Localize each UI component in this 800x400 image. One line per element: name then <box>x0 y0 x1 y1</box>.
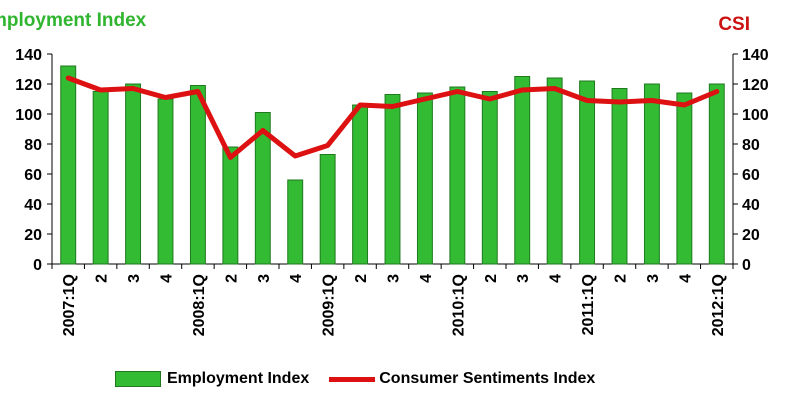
bar-employment-index <box>287 179 304 265</box>
bar-employment-index <box>643 83 660 265</box>
right-tick-label: 60 <box>742 167 760 184</box>
bar-employment-index <box>319 154 336 265</box>
x-category-label: 4 <box>548 274 565 283</box>
x-category-label: 4 <box>677 274 694 283</box>
legend: Employment Index Consumer Sentiments Ind… <box>115 368 615 390</box>
x-category-label: 3 <box>645 274 662 283</box>
bar-employment-index <box>60 65 77 265</box>
bar-employment-index <box>676 92 693 265</box>
legend-swatch-bar <box>115 371 161 387</box>
left-tick-label: 20 <box>24 227 42 244</box>
left-tick-label: 120 <box>15 77 42 94</box>
legend-label-bars: Employment Index <box>167 370 310 387</box>
line-consumer-sentiments-index <box>65 75 720 160</box>
legend-label-line: Consumer Sentiments Index <box>379 370 596 387</box>
left-tick-label: 0 <box>33 257 42 274</box>
x-category-label: 3 <box>515 274 532 283</box>
x-category-label: 2 <box>353 274 370 283</box>
left-tick-label: 80 <box>24 137 42 154</box>
right-tick-label: 20 <box>742 227 760 244</box>
right-axis-title: CSI <box>718 14 750 35</box>
bar-employment-index <box>579 80 596 265</box>
bar-employment-index <box>157 98 174 265</box>
x-category-label: 2 <box>94 274 111 283</box>
right-tick-label: 100 <box>742 107 769 124</box>
x-category-label: 2010:1Q <box>450 274 467 336</box>
left-tick-label: 40 <box>24 197 42 214</box>
bar-employment-index <box>189 85 206 265</box>
bar-employment-index <box>514 76 531 265</box>
bar-employment-index <box>222 146 239 265</box>
x-category-label: 2 <box>483 274 500 283</box>
left-tick-label: 100 <box>15 107 42 124</box>
bar-employment-index <box>449 86 466 265</box>
legend-swatch-line <box>329 376 376 382</box>
bar-employment-index <box>92 91 109 265</box>
x-category-label: 2011:1Q <box>580 274 597 335</box>
x-category-label: 3 <box>256 274 273 283</box>
bar-employment-index <box>125 83 142 265</box>
x-category-label: 4 <box>418 274 435 283</box>
bar-employment-index <box>416 92 433 265</box>
plot-area: 0 20 40 60 80 100 120 140 0 20 40 60 80 100 120 140 2007… <box>15 47 769 336</box>
right-tick-label: 120 <box>742 77 769 94</box>
bar-employment-index <box>254 112 271 265</box>
bar-employment-index <box>384 94 401 265</box>
right-tick-label: 80 <box>742 137 760 154</box>
x-category-label: 2009:1Q <box>321 274 338 336</box>
x-category-label: 2008:1Q <box>191 274 208 336</box>
x-category-label: 2012:1Q <box>710 274 727 336</box>
bar-employment-index <box>352 104 369 265</box>
right-tick-label: 40 <box>742 197 760 214</box>
right-tick-label: 0 <box>742 257 751 274</box>
x-category-label: 3 <box>126 274 143 283</box>
x-category-label: 4 <box>159 274 176 283</box>
x-category-label: 2 <box>613 274 630 283</box>
bar-employment-index <box>546 77 563 265</box>
bar-employment-index <box>481 91 498 265</box>
left-axis-title: mployment Index <box>0 10 147 31</box>
x-category-label: 2 <box>223 274 240 283</box>
bar-employment-index <box>611 88 628 265</box>
x-category-label: 2007:1Q <box>61 274 78 336</box>
x-category-label: 3 <box>386 274 403 283</box>
left-tick-label: 140 <box>15 47 42 64</box>
bar-employment-index <box>708 83 725 265</box>
legend-item-line: Consumer Sentiments Index <box>329 370 595 388</box>
right-tick-label: 140 <box>742 47 769 64</box>
legend-item-bars: Employment Index <box>115 370 309 388</box>
left-tick-label: 60 <box>24 167 42 184</box>
x-category-label: 4 <box>288 274 305 283</box>
